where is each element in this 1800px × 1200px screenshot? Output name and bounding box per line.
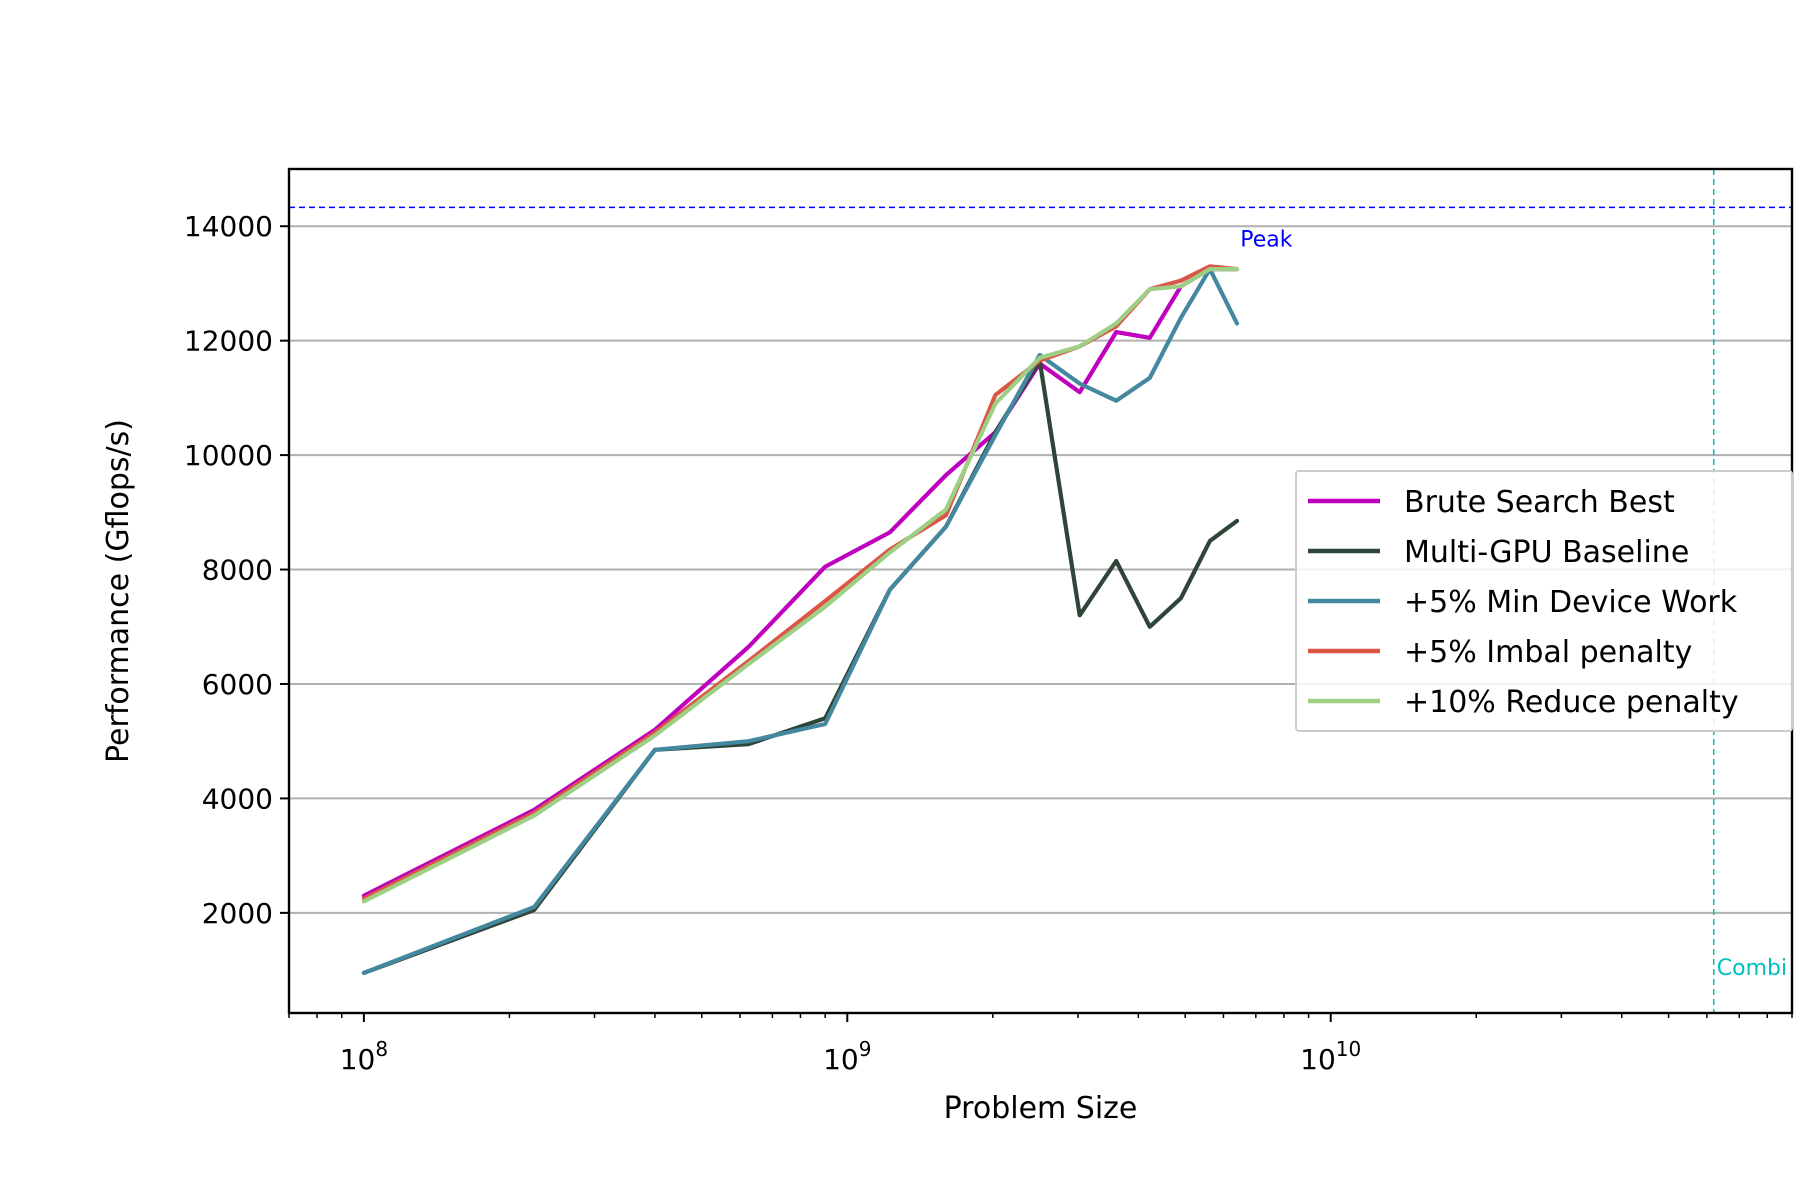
- legend-box: [1295, 470, 1793, 732]
- series-line-5: [361, 267, 1240, 904]
- legend-label: +10% Reduce penalty: [1404, 685, 1739, 720]
- legend: Brute Search Best Multi-GPU Baseline +5% M…: [1295, 470, 1793, 732]
- y-axis: 2000 4000 6000 8000 10000 12000 14000: [184, 210, 289, 930]
- y-tick-label: 8000: [202, 554, 273, 587]
- y-tick-label: 12000: [184, 325, 273, 358]
- y-tick-label: 2000: [202, 897, 273, 930]
- peak-label: Peak: [1240, 227, 1292, 252]
- y-tick-label: 4000: [202, 782, 273, 815]
- reference-lines: Peak Combi: [289, 169, 1792, 1013]
- legend-label: +5% Imbal penalty: [1404, 635, 1692, 670]
- x-axis-title: Problem Size: [944, 1091, 1138, 1126]
- legend-label: Brute Search Best: [1404, 485, 1675, 520]
- series-lines: [361, 264, 1240, 976]
- x-axis: 108 109 1010: [288, 1013, 1793, 1076]
- y-tick-label: 14000: [184, 210, 273, 243]
- combined-capacity-label: Combi: [1717, 956, 1787, 981]
- y-tick-label: 10000: [184, 439, 273, 472]
- series-line-4: [361, 264, 1240, 901]
- y-axis-title: Performance (Gflops/s): [101, 419, 136, 763]
- grid-lines: [289, 225, 1792, 914]
- legend-label: +5% Min Device Work: [1404, 585, 1738, 620]
- legend-label: Multi-GPU Baseline: [1404, 535, 1689, 570]
- series-line-3: [361, 267, 1240, 976]
- y-tick-label: 6000: [202, 668, 273, 701]
